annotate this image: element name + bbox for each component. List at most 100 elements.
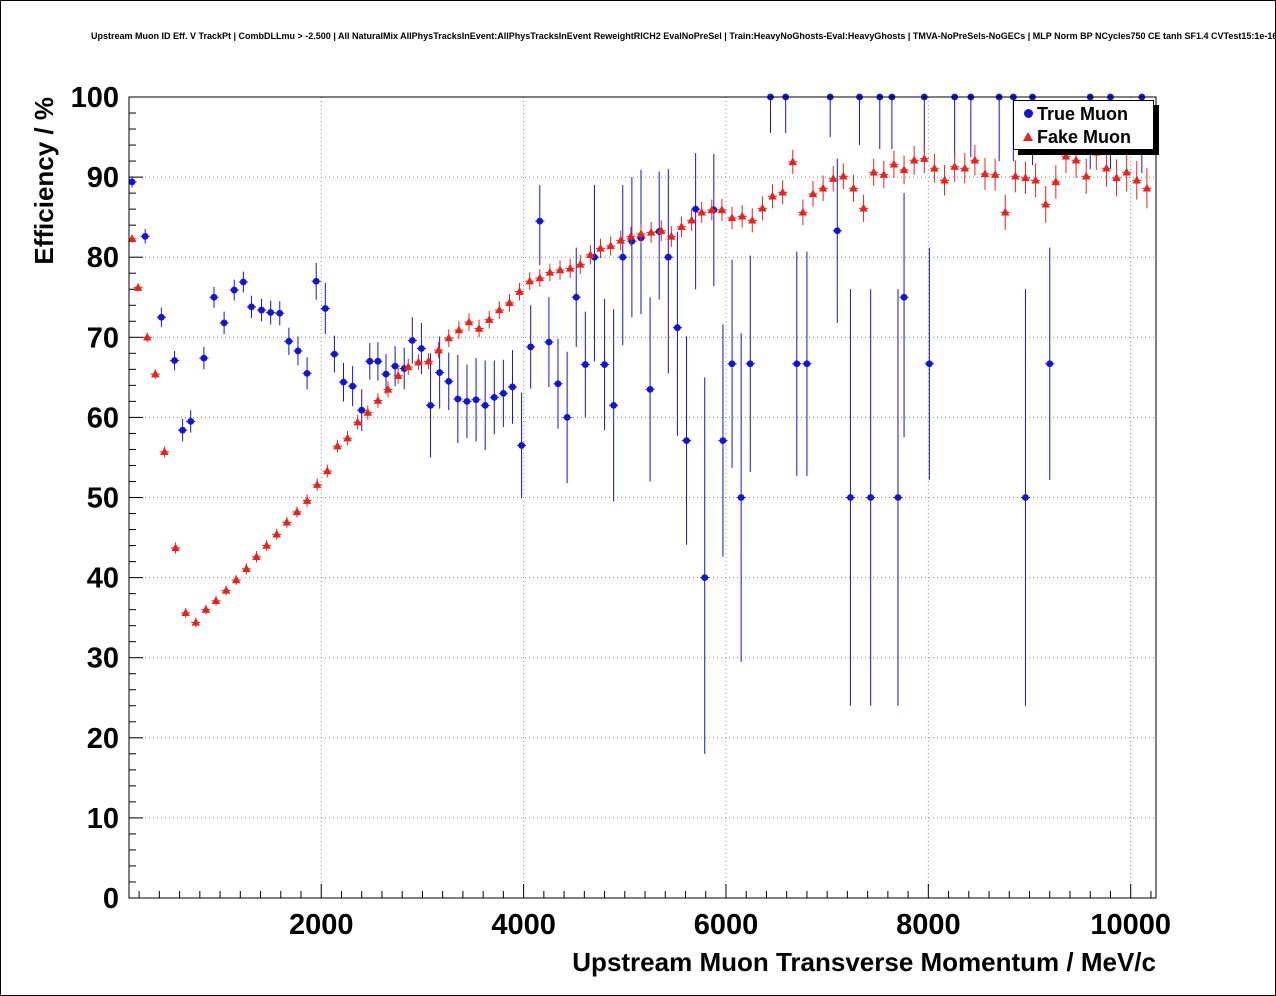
data-point-marker: [707, 205, 717, 214]
y-tick-label: 20: [87, 723, 119, 755]
data-point-marker: [157, 313, 165, 321]
data-point-marker: [490, 393, 498, 401]
data-point-marker: [427, 401, 434, 409]
data-point-marker: [141, 232, 149, 240]
data-point-marker: [408, 337, 416, 344]
data-point-marker: [272, 529, 281, 538]
data-point-marker: [393, 371, 403, 379]
y-tick-label: 30: [87, 643, 119, 675]
data-point-marker: [366, 357, 374, 365]
data-point-marker: [258, 306, 265, 314]
plot-title: Upstream Muon ID Eff. V TrackPt | CombDL…: [91, 31, 1276, 41]
data-point-marker: [879, 170, 889, 178]
data-point-marker: [445, 377, 453, 385]
data-point-marker: [536, 217, 544, 225]
data-point-marker: [505, 298, 514, 307]
data-point-marker: [545, 267, 555, 276]
data-point-marker: [201, 605, 211, 613]
legend-label-true-muon: True Muon: [1037, 103, 1128, 124]
data-point-marker: [697, 207, 706, 216]
data-point-marker: [1132, 175, 1141, 184]
y-tick-label: 70: [87, 322, 119, 354]
data-point-marker: [545, 338, 553, 346]
data-point-marker: [849, 183, 858, 192]
data-point-marker: [160, 447, 169, 456]
data-point-marker: [373, 395, 383, 404]
data-point-marker: [509, 383, 516, 391]
data-point-marker: [363, 407, 372, 416]
data-point-marker: [970, 155, 980, 164]
data-point-marker: [1051, 177, 1061, 186]
data-point-marker: [323, 466, 332, 475]
data-point-marker: [171, 543, 180, 552]
fake-muon-triangle-icon: [1023, 132, 1033, 141]
data-point-marker: [889, 159, 899, 168]
data-point-marker: [717, 205, 727, 214]
data-point-marker: [321, 305, 329, 312]
data-point-marker: [481, 401, 489, 409]
data-point-marker: [728, 360, 736, 368]
data-point-marker: [833, 227, 841, 235]
data-point-marker: [294, 347, 302, 355]
data-point-marker: [515, 287, 524, 295]
data-point-marker: [518, 442, 525, 449]
data-point-marker: [414, 357, 423, 366]
legend-marker-box: [1019, 109, 1037, 118]
data-point-marker: [1031, 175, 1040, 184]
data-point-marker: [847, 494, 854, 501]
data-point-marker: [485, 315, 494, 323]
data-point-marker: [778, 187, 787, 196]
data-point-marker: [187, 418, 195, 425]
data-point-marker: [664, 253, 672, 261]
data-point-marker: [220, 319, 228, 327]
y-tick-label: 10: [87, 803, 119, 835]
data-point-marker: [719, 437, 727, 445]
data-point-marker: [687, 215, 696, 224]
plot-dynamic-layer: 2000 4000 6000 8000 10000 0 10 20 30 40 50 60 70 80 90…: [71, 82, 1171, 941]
data-point-marker: [793, 360, 801, 368]
data-point-marker: [127, 234, 137, 242]
legend-entry-true-muon: True Muon: [1014, 102, 1153, 125]
data-point-marker: [535, 273, 544, 282]
data-point-marker: [940, 175, 949, 184]
data-point-marker: [525, 276, 534, 285]
data-point-marker: [474, 323, 484, 332]
data-point-marker: [737, 494, 745, 501]
data-point-marker: [737, 211, 747, 220]
data-point-marker: [950, 162, 959, 170]
y-tick-label: 60: [87, 402, 119, 434]
y-tick-label: 80: [87, 242, 119, 274]
data-point-marker: [657, 226, 666, 234]
data-point-marker: [276, 309, 284, 317]
data-point-marker: [454, 325, 464, 334]
data-point-marker: [899, 165, 909, 174]
data-point-marker: [646, 227, 656, 236]
data-point-marker: [555, 265, 565, 274]
data-point-marker: [798, 207, 808, 216]
plot-frame-outline: [128, 96, 1157, 899]
data-point-marker: [331, 350, 338, 358]
data-point-marker: [818, 183, 828, 192]
data-point-marker: [746, 360, 754, 368]
data-point-marker: [565, 263, 575, 272]
data-point-marker: [239, 278, 247, 286]
x-tick-label: 4000: [491, 909, 556, 941]
data-point-marker: [391, 362, 399, 370]
y-tick-label: 0: [103, 883, 119, 915]
data-point-marker: [867, 494, 875, 501]
data-point-marker: [925, 360, 933, 368]
data-point-marker: [302, 496, 312, 504]
data-point-marker: [581, 361, 589, 368]
data-point-marker: [242, 564, 251, 572]
y-tick-label: 90: [87, 162, 119, 194]
data-point-marker: [181, 608, 190, 617]
data-point-marker: [808, 189, 818, 198]
data-point-marker: [626, 231, 636, 240]
data-point-marker: [252, 552, 261, 560]
data-point-marker: [930, 163, 939, 172]
data-point-marker: [1081, 171, 1091, 180]
x-tick-label: 10000: [1090, 909, 1171, 941]
data-point-marker: [900, 293, 908, 301]
